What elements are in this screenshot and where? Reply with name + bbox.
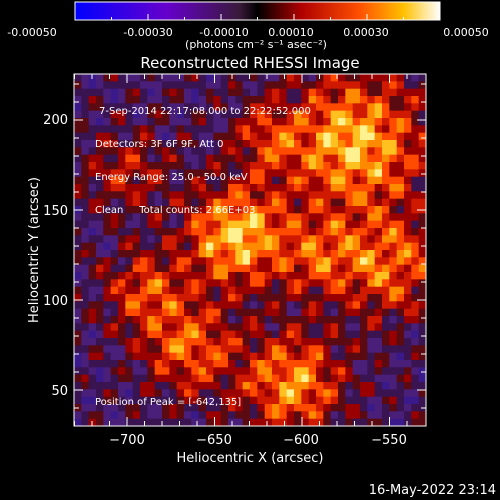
colorbar-tick-label: 0.00010 [268,26,314,39]
x-axis-label: Heliocentric X (arcsec) [177,451,324,466]
y-tick-label: 100 [43,294,68,309]
peak-position-text: Position of Peak = [-642,135] [95,397,242,408]
colorbar-units-label: (photons cm⁻² s⁻¹ asec⁻²) [185,38,327,51]
image-title: Reconstructed RHESSI Image [140,54,359,72]
colorbar-tick-label: -0.00010 [199,26,248,39]
info-lines: 7-Sep-2014 22:17:08.000 to 22:22:52.000 … [95,84,311,227]
footer-timestamp: 16-May-2022 23:14 [368,483,496,498]
x-tick-label: −600 [283,433,319,448]
y-tick-label: 50 [51,384,68,399]
axis-ticks [74,74,426,427]
colorbar-tick-label: -0.00030 [123,26,172,39]
x-tick-label: −650 [196,433,232,448]
colorbar-tick-label: 0.00050 [443,26,489,39]
y-axis-label: Heliocentric Y (arcsec) [27,177,42,323]
energy-range-text: Energy Range: 25.0 - 50.0 keV [95,172,248,183]
colorbar-tick-label: 0.00030 [343,26,389,39]
heatmap-cells [74,74,426,426]
rhessi-image [74,74,426,426]
clean-counts-text: Clean Total counts: 2.66E+03 [95,205,256,216]
detectors-text: Detectors: 3F 6F 9F, Att 0 [95,139,224,150]
colorbar-tick-label: -0.00050 [7,26,56,39]
x-tick-label: −550 [371,433,407,448]
y-tick-label: 200 [43,113,68,128]
colorbar: -0.00050 -0.00030 -0.00010 0.00010 0.000… [7,1,489,51]
time-range-text: 7-Sep-2014 22:17:08.000 to 22:22:52.000 [99,106,311,117]
y-tick-label: 150 [43,204,68,219]
x-tick-label: −700 [109,433,145,448]
